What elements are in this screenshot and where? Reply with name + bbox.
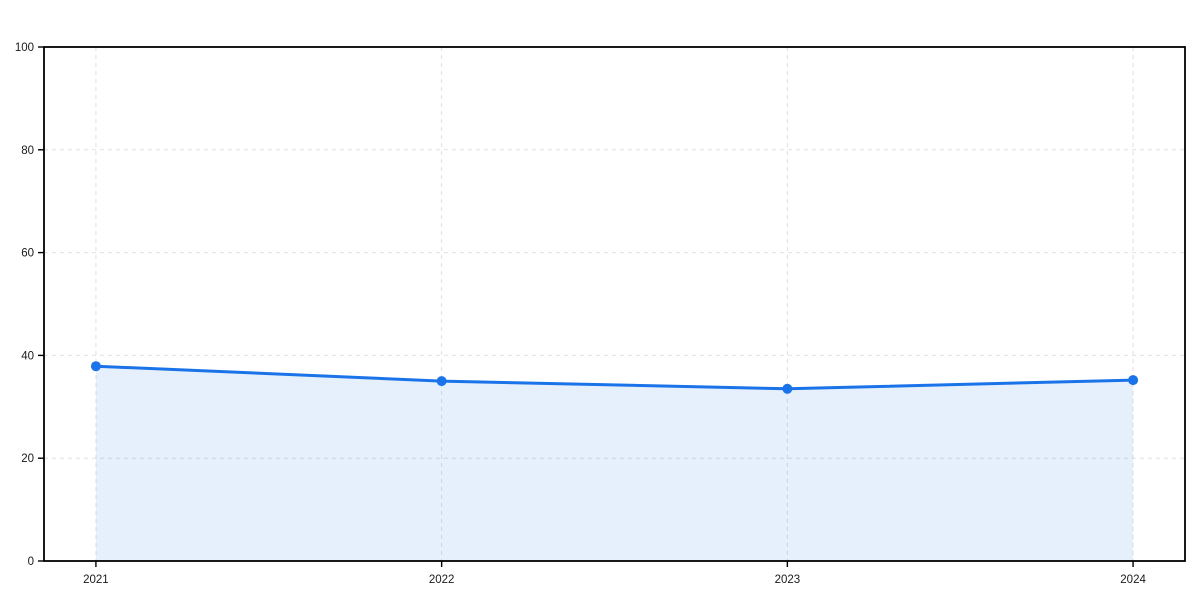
y-tick-label: 40 [21,350,34,362]
x-tick-label: 2021 [83,574,109,586]
data-point-marker [782,383,793,394]
data-point-marker [1128,375,1139,386]
data-point-marker [436,376,447,387]
area-fill [95,366,1134,561]
x-tick-label: 2023 [775,574,801,586]
y-tick-label: 100 [15,42,34,54]
y-tick-label: 20 [21,453,34,465]
data-point-marker [90,361,101,372]
plot-border [43,46,1186,562]
x-tick-label: 2022 [429,574,455,586]
y-tick-label: 60 [21,248,34,260]
x-tick-label: 2024 [1120,574,1146,586]
y-tick-label: 0 [28,556,34,568]
trend-line [94,364,1135,391]
y-tick-label: 80 [21,145,34,157]
